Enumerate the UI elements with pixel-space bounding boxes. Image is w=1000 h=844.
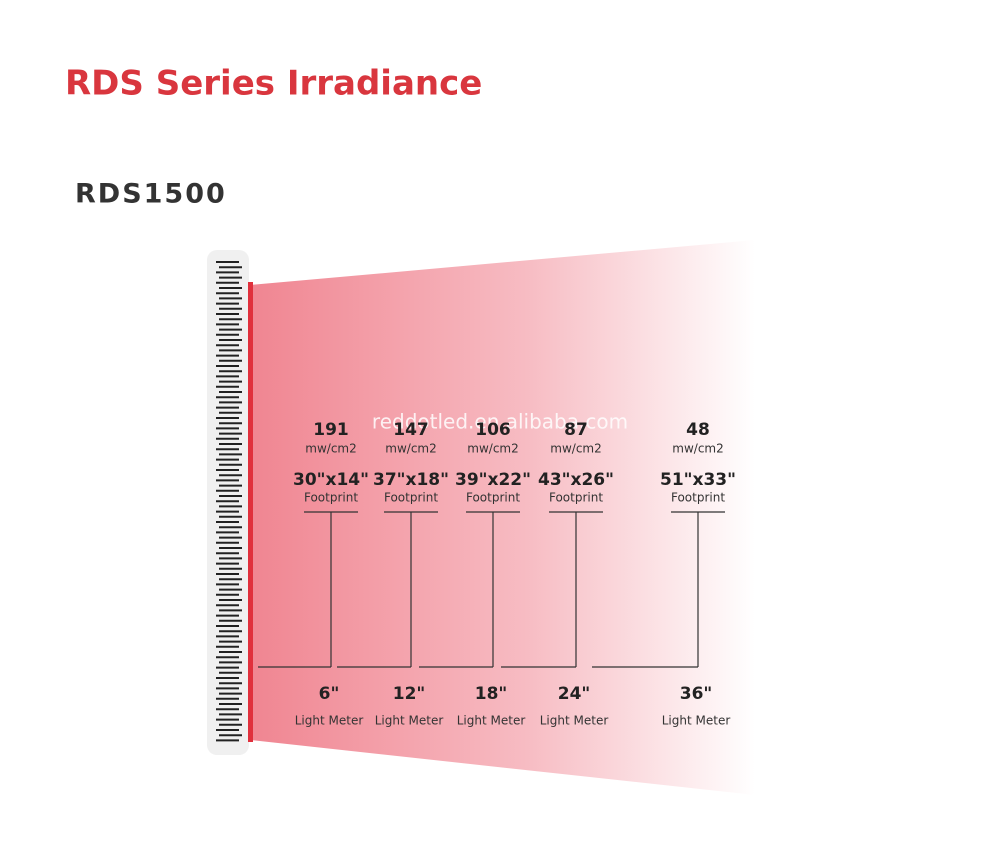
red-edge xyxy=(248,282,253,742)
footprint: 43"x26" xyxy=(538,470,614,490)
title: RDS Series Irradiance xyxy=(65,64,482,104)
irradiance: 48 xyxy=(686,420,710,440)
distance: 6" xyxy=(319,684,340,704)
panel-leds xyxy=(216,261,242,742)
footprint: 37"x18" xyxy=(373,470,449,490)
distance: 18" xyxy=(475,684,508,704)
light-beam xyxy=(250,240,755,795)
footprint-label: Footprint xyxy=(549,491,603,505)
irradiance-unit: mw/cm2 xyxy=(550,442,601,456)
irradiance: 147 xyxy=(393,420,429,440)
irradiance: 87 xyxy=(564,420,588,440)
footprint-label: Footprint xyxy=(671,491,725,505)
watermark: reddotled.en.alibaba.com xyxy=(372,410,628,434)
footprint-label: Footprint xyxy=(304,491,358,505)
distance: 36" xyxy=(680,684,713,704)
model: RDS1500 xyxy=(75,179,227,210)
irradiance: 106 xyxy=(475,420,511,440)
distance-label: Light Meter xyxy=(457,714,526,728)
irradiance-unit: mw/cm2 xyxy=(467,442,518,456)
footprint: 39"x22" xyxy=(455,470,531,490)
distance-label: Light Meter xyxy=(540,714,609,728)
irradiance: 191 xyxy=(313,420,349,440)
light-panel xyxy=(207,250,249,755)
distance-label: Light Meter xyxy=(375,714,444,728)
footprint-label: Footprint xyxy=(384,491,438,505)
footprint-label: Footprint xyxy=(466,491,520,505)
irradiance-unit: mw/cm2 xyxy=(385,442,436,456)
distance-label: Light Meter xyxy=(662,714,731,728)
distance: 12" xyxy=(393,684,426,704)
distance: 24" xyxy=(558,684,591,704)
footprint: 30"x14" xyxy=(293,470,369,490)
irradiance-unit: mw/cm2 xyxy=(305,442,356,456)
distance-label: Light Meter xyxy=(295,714,364,728)
irradiance-unit: mw/cm2 xyxy=(672,442,723,456)
footprint: 51"x33" xyxy=(660,470,736,490)
